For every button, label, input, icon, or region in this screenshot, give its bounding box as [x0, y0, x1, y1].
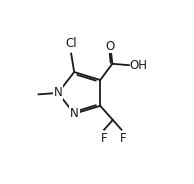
Text: F: F — [120, 132, 126, 145]
Text: Cl: Cl — [65, 37, 77, 50]
Text: O: O — [105, 40, 115, 53]
Text: F: F — [101, 132, 107, 145]
Text: N: N — [54, 86, 62, 99]
Text: OH: OH — [130, 59, 148, 72]
Text: N: N — [70, 107, 79, 120]
